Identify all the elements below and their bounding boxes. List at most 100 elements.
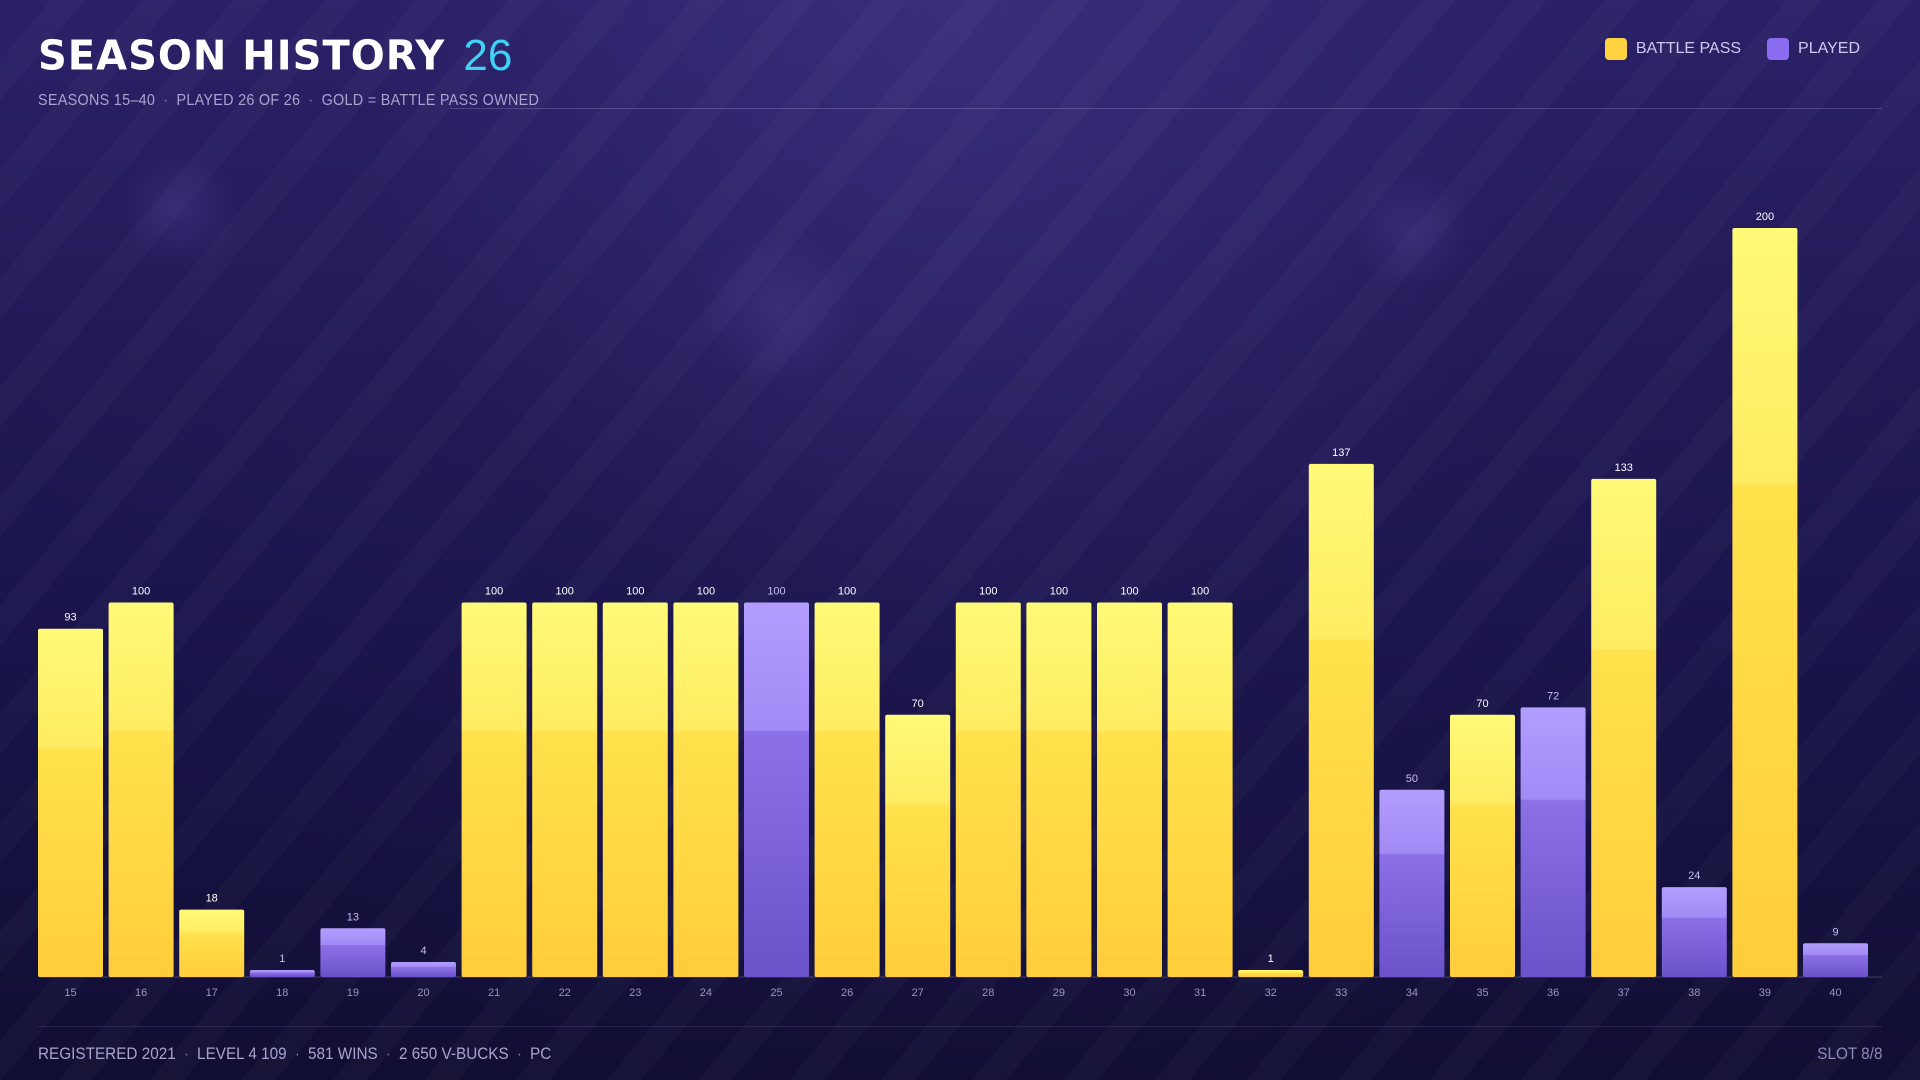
separator-dot: · bbox=[385, 1044, 391, 1063]
title-text: SEASON HISTORY bbox=[38, 32, 446, 80]
bar-value-label: 100 bbox=[626, 586, 644, 598]
bar-value-label: 100 bbox=[979, 586, 997, 598]
x-tick-label: 27 bbox=[912, 987, 924, 999]
x-tick-label: 20 bbox=[417, 987, 429, 999]
bar-season-16 bbox=[108, 602, 174, 977]
value-labels-group: 93 100 18 1 13 4 100 100 100 100 100 100 70 100 100 100… bbox=[64, 211, 1838, 965]
bar-value-label: 70 bbox=[1476, 698, 1488, 710]
bar-value-label: 18 bbox=[206, 893, 218, 905]
separator-dot: · bbox=[516, 1044, 522, 1063]
legend: BATTLE PASS PLAYED bbox=[1604, 38, 1860, 60]
subtitle: SEASONS 15–40 · PLAYED 26 OF 26 · GOLD =… bbox=[38, 92, 539, 110]
bar-season-27 bbox=[885, 714, 951, 977]
x-tick-labels-group: 15 16 17 18 19 20 21 22 23 24 25 26 27 28 29 30 31 32 33 34… bbox=[64, 987, 1841, 999]
account-level: LEVEL 4 109 bbox=[197, 1044, 287, 1063]
bar-season-18 bbox=[249, 970, 315, 977]
bar-value-label: 24 bbox=[1688, 870, 1700, 882]
x-tick-label: 26 bbox=[841, 987, 853, 999]
x-tick-label: 30 bbox=[1123, 987, 1135, 999]
bar-season-37 bbox=[1591, 478, 1657, 977]
bar-season-24 bbox=[673, 602, 739, 977]
x-tick-label: 15 bbox=[64, 987, 76, 999]
bar-season-15 bbox=[38, 628, 103, 977]
x-tick-label: 29 bbox=[1053, 987, 1065, 999]
x-tick-label: 33 bbox=[1335, 987, 1347, 999]
x-tick-label: 35 bbox=[1476, 987, 1488, 999]
bar-value-label: 50 bbox=[1406, 773, 1418, 785]
x-tick-label: 16 bbox=[135, 987, 147, 999]
bar-value-label: 100 bbox=[767, 586, 785, 598]
bar-season-34 bbox=[1379, 789, 1445, 978]
account-summary: REGISTERED 2021 · LEVEL 4 109 · 581 WINS… bbox=[38, 1044, 551, 1064]
bar-season-26 bbox=[814, 602, 880, 977]
bar-season-33 bbox=[1308, 463, 1374, 977]
season-count: 26 bbox=[463, 31, 513, 80]
bar-value-label: 100 bbox=[485, 586, 503, 598]
legend-swatch-battle-pass bbox=[1604, 38, 1627, 60]
x-tick-label: 31 bbox=[1194, 987, 1206, 999]
x-tick-label: 38 bbox=[1688, 987, 1700, 999]
bar-value-label: 100 bbox=[1191, 586, 1209, 598]
legend-item-battle-pass: BATTLE PASS bbox=[1604, 38, 1742, 60]
bar-season-19 bbox=[320, 928, 386, 977]
x-tick-label: 28 bbox=[982, 987, 994, 999]
legend-label-played: PLAYED bbox=[1798, 40, 1860, 57]
bar-season-31 bbox=[1167, 602, 1233, 977]
bar-season-28 bbox=[955, 602, 1021, 977]
bar-season-30 bbox=[1097, 602, 1162, 977]
bar-value-label: 13 bbox=[347, 911, 359, 923]
bar-season-40 bbox=[1803, 943, 1868, 977]
bar-value-label: 100 bbox=[697, 586, 715, 598]
bar-season-17 bbox=[179, 909, 245, 977]
bar-value-label: 137 bbox=[1332, 447, 1350, 459]
bar-value-label: 100 bbox=[1050, 586, 1068, 598]
registered-year: REGISTERED 2021 bbox=[38, 1044, 176, 1063]
x-tick-label: 36 bbox=[1547, 987, 1559, 999]
legend-label-battle-pass: BATTLE PASS bbox=[1635, 40, 1742, 57]
bar-value-label: 100 bbox=[132, 586, 150, 598]
separator-dot: · bbox=[163, 92, 169, 109]
header-divider bbox=[450, 108, 1882, 109]
separator-dot: · bbox=[183, 1044, 189, 1063]
x-tick-label: 24 bbox=[700, 987, 712, 999]
footer-divider bbox=[38, 1026, 1882, 1027]
subtitle-seasons: SEASONS 15–40 bbox=[38, 92, 156, 109]
bars-group bbox=[38, 228, 1868, 978]
x-tick-label: 19 bbox=[347, 987, 359, 999]
wins-count: 581 WINS bbox=[307, 1044, 378, 1063]
bar-season-21 bbox=[461, 602, 527, 977]
x-tick-label: 40 bbox=[1829, 987, 1841, 999]
bar-value-label: 1 bbox=[1268, 953, 1274, 965]
platform: PC bbox=[530, 1044, 552, 1063]
bar-season-23 bbox=[602, 602, 668, 977]
subtitle-played: PLAYED 26 OF 26 bbox=[176, 92, 301, 109]
bar-season-29 bbox=[1026, 602, 1092, 977]
legend-swatch-played bbox=[1767, 38, 1790, 60]
bar-value-label: 4 bbox=[420, 945, 426, 957]
bar-season-22 bbox=[532, 602, 598, 977]
bar-value-label: 9 bbox=[1832, 926, 1838, 938]
x-tick-label: 37 bbox=[1618, 987, 1630, 999]
x-tick-label: 34 bbox=[1406, 987, 1418, 999]
x-tick-label: 32 bbox=[1265, 987, 1277, 999]
x-tick-label: 25 bbox=[770, 987, 782, 999]
bar-season-36 bbox=[1520, 707, 1586, 977]
x-tick-label: 21 bbox=[488, 987, 500, 999]
bar-season-25 bbox=[744, 602, 809, 977]
bar-season-20 bbox=[391, 962, 456, 977]
separator-dot: · bbox=[308, 92, 314, 109]
bar-value-label: 100 bbox=[838, 586, 856, 598]
bar-season-39 bbox=[1732, 228, 1798, 977]
x-tick-label: 23 bbox=[629, 987, 641, 999]
vbucks-balance: 2 650 V-BUCKS bbox=[399, 1044, 509, 1063]
bar-value-label: 133 bbox=[1615, 462, 1633, 474]
bar-value-label: 100 bbox=[1120, 586, 1138, 598]
bar-value-label: 70 bbox=[912, 698, 924, 710]
bar-value-label: 100 bbox=[556, 586, 574, 598]
x-tick-label: 17 bbox=[206, 987, 218, 999]
bar-value-label: 1 bbox=[279, 953, 285, 965]
x-tick-label: 22 bbox=[559, 987, 571, 999]
page-title: SEASON HISTORY 26 bbox=[38, 28, 512, 84]
